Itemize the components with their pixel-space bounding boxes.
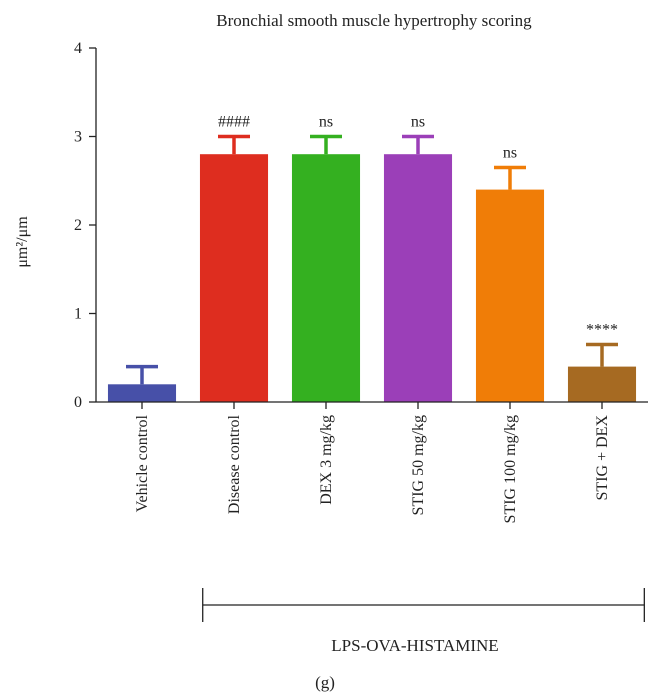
- y-tick-label: 3: [74, 129, 82, 146]
- group-label: LPS-OVA-HISTAMINE: [331, 636, 498, 655]
- y-tick-label: 4: [74, 40, 82, 57]
- significance-label: ns: [411, 114, 425, 131]
- x-tick-label: STIG + DEX: [594, 415, 611, 501]
- bar: [567, 366, 637, 402]
- y-tick-label: 1: [74, 306, 82, 323]
- x-tick-label: Vehicle control: [134, 414, 151, 512]
- group-bracket: [202, 588, 645, 622]
- significance-label: ns: [503, 144, 517, 161]
- significance-annotations: #### ns ns ns ****: [218, 114, 618, 339]
- y-axis-ticks: 0 1 2 3 4: [74, 40, 96, 411]
- x-tick-label: DEX 3 mg/kg: [318, 415, 335, 505]
- significance-label: ####: [218, 114, 250, 131]
- bar: [383, 154, 453, 402]
- y-tick-label: 2: [74, 217, 82, 234]
- chart-title: Bronchial smooth muscle hypertrophy scor…: [216, 11, 532, 30]
- bar: [475, 189, 545, 402]
- significance-label: ns: [319, 114, 333, 131]
- bars: [107, 134, 637, 409]
- x-tick-label: Disease control: [226, 414, 243, 514]
- bar: [107, 384, 177, 402]
- bar: [199, 154, 269, 402]
- significance-label: ****: [586, 321, 618, 338]
- panel-label: (g): [315, 673, 335, 692]
- x-tick-label: STIG 50 mg/kg: [410, 415, 427, 515]
- x-axis-category-labels: Vehicle control Disease control DEX 3 mg/k…: [134, 414, 611, 523]
- y-axis-label: μm²/μm: [14, 216, 31, 268]
- x-tick-label: STIG 100 mg/kg: [502, 415, 519, 523]
- y-tick-label: 0: [74, 394, 82, 411]
- bar: [291, 154, 361, 402]
